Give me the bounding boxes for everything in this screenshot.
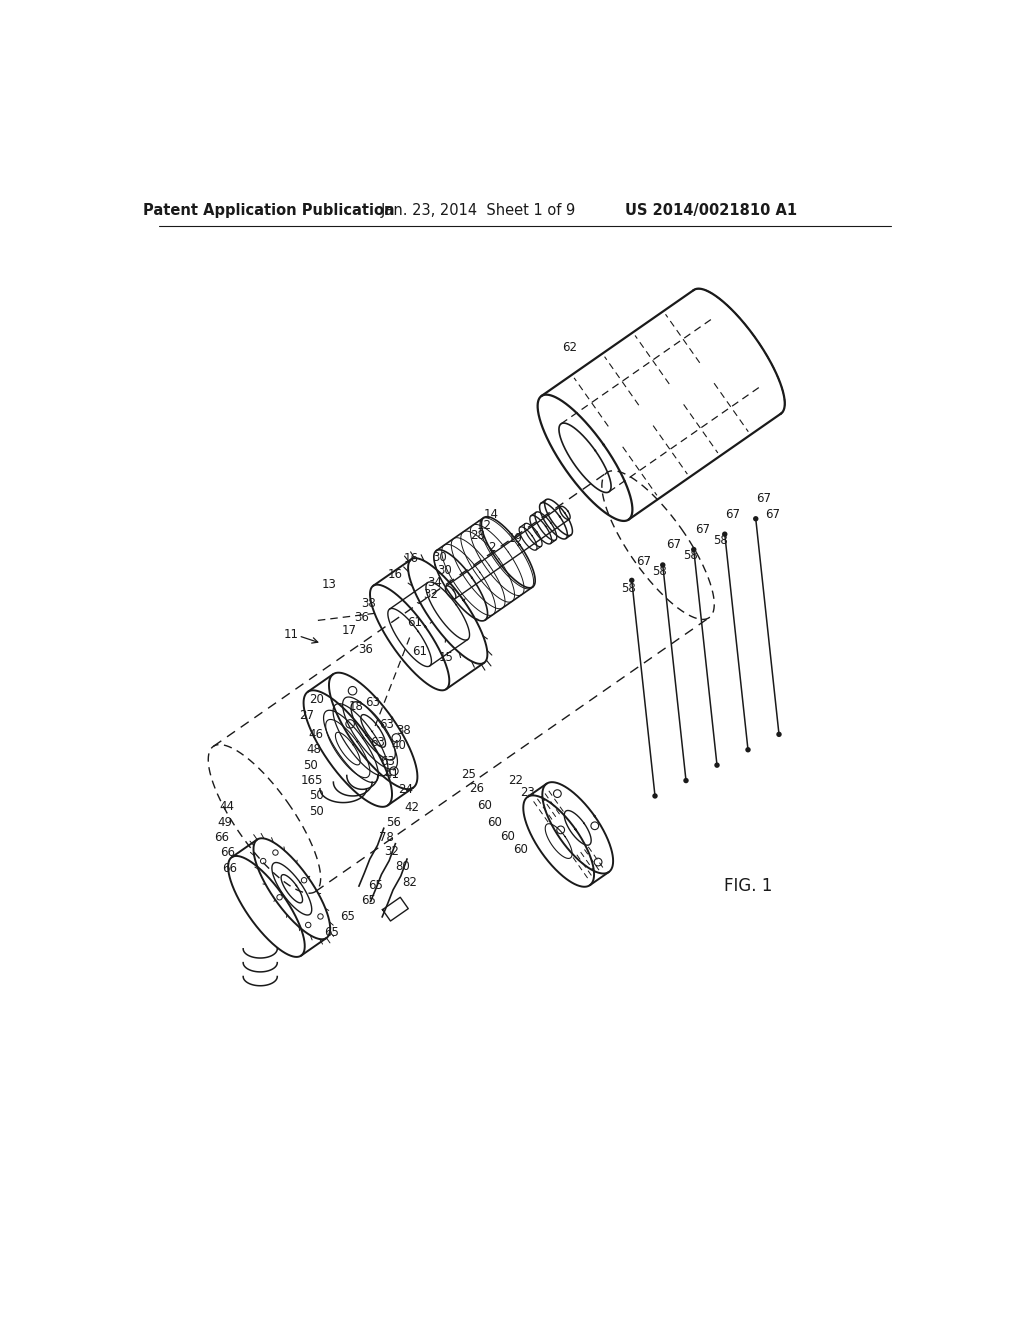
Text: 66: 66: [214, 832, 229, 843]
Text: 65: 65: [340, 911, 354, 924]
Text: 66: 66: [220, 846, 236, 859]
Text: Patent Application Publication: Patent Application Publication: [143, 203, 395, 218]
Text: 67: 67: [636, 554, 651, 568]
Text: 80: 80: [395, 861, 411, 874]
Text: 20: 20: [309, 693, 324, 706]
Text: 22: 22: [508, 774, 523, 787]
Circle shape: [629, 578, 635, 583]
Text: 27: 27: [300, 709, 314, 722]
Text: 65: 65: [360, 894, 376, 907]
Text: 17: 17: [341, 624, 356, 638]
Text: 60: 60: [487, 816, 502, 829]
Text: 65: 65: [369, 879, 383, 892]
Text: 2: 2: [487, 541, 496, 554]
Text: 63: 63: [365, 696, 380, 709]
Text: 63: 63: [370, 735, 385, 748]
Text: 28: 28: [470, 529, 485, 543]
Circle shape: [776, 731, 781, 737]
Text: FIG. 1: FIG. 1: [724, 876, 772, 895]
Text: 67: 67: [666, 539, 681, 552]
Text: 60: 60: [513, 842, 528, 855]
Text: 67: 67: [695, 523, 711, 536]
Text: 63: 63: [379, 718, 393, 731]
Text: 16: 16: [388, 569, 402, 582]
Text: 30: 30: [437, 564, 452, 577]
Text: 78: 78: [379, 832, 393, 843]
Text: 24: 24: [398, 783, 413, 796]
Text: 36: 36: [354, 611, 370, 624]
Text: 50: 50: [309, 789, 324, 803]
Text: 36: 36: [357, 643, 373, 656]
Text: 49: 49: [217, 816, 232, 829]
Text: 61: 61: [408, 616, 422, 630]
Text: 46: 46: [308, 727, 323, 741]
Text: 13: 13: [323, 578, 337, 591]
Text: 32: 32: [384, 845, 399, 858]
Text: 30: 30: [432, 550, 446, 564]
Text: 15: 15: [439, 651, 454, 664]
Circle shape: [745, 747, 751, 752]
Text: 61: 61: [412, 644, 427, 657]
Circle shape: [715, 763, 720, 768]
Text: 63: 63: [380, 755, 395, 768]
Circle shape: [660, 562, 666, 568]
Text: 67: 67: [765, 508, 780, 521]
Text: 56: 56: [386, 816, 401, 829]
Text: 58: 58: [652, 565, 667, 578]
Text: 12: 12: [476, 519, 492, 532]
Text: 25: 25: [462, 768, 476, 781]
Text: 62: 62: [562, 342, 578, 354]
Text: 18: 18: [348, 700, 364, 713]
Text: 60: 60: [501, 829, 515, 842]
Text: 38: 38: [395, 723, 411, 737]
Text: 44: 44: [220, 800, 234, 813]
Text: 58: 58: [622, 582, 636, 594]
Text: 41: 41: [385, 768, 399, 781]
Text: 42: 42: [404, 801, 419, 814]
Text: 60: 60: [477, 799, 492, 812]
Text: 14: 14: [483, 508, 499, 521]
Text: 58: 58: [683, 549, 698, 562]
Text: 32: 32: [423, 589, 437, 602]
Text: 23: 23: [520, 785, 535, 799]
Circle shape: [652, 793, 657, 799]
Text: US 2014/0021810 A1: US 2014/0021810 A1: [625, 203, 797, 218]
Text: 165: 165: [300, 774, 323, 787]
Text: 67: 67: [725, 508, 740, 520]
Text: 50: 50: [309, 805, 324, 818]
Circle shape: [691, 546, 696, 552]
Text: 48: 48: [306, 743, 322, 756]
Text: 66: 66: [222, 862, 237, 875]
Text: 38: 38: [361, 597, 377, 610]
Text: 67: 67: [756, 492, 771, 506]
Text: 34: 34: [427, 576, 441, 589]
Text: 19: 19: [508, 532, 523, 545]
Text: 11: 11: [284, 628, 298, 640]
Circle shape: [683, 777, 689, 783]
Text: Jan. 23, 2014  Sheet 1 of 9: Jan. 23, 2014 Sheet 1 of 9: [381, 203, 575, 218]
Circle shape: [722, 532, 727, 537]
Text: 16: 16: [403, 552, 419, 565]
Text: 50: 50: [303, 759, 318, 772]
Circle shape: [753, 516, 759, 521]
Text: 26: 26: [469, 781, 484, 795]
Text: 58: 58: [713, 533, 727, 546]
Text: 82: 82: [401, 875, 417, 888]
Text: 40: 40: [392, 739, 407, 751]
Text: 65: 65: [325, 925, 339, 939]
